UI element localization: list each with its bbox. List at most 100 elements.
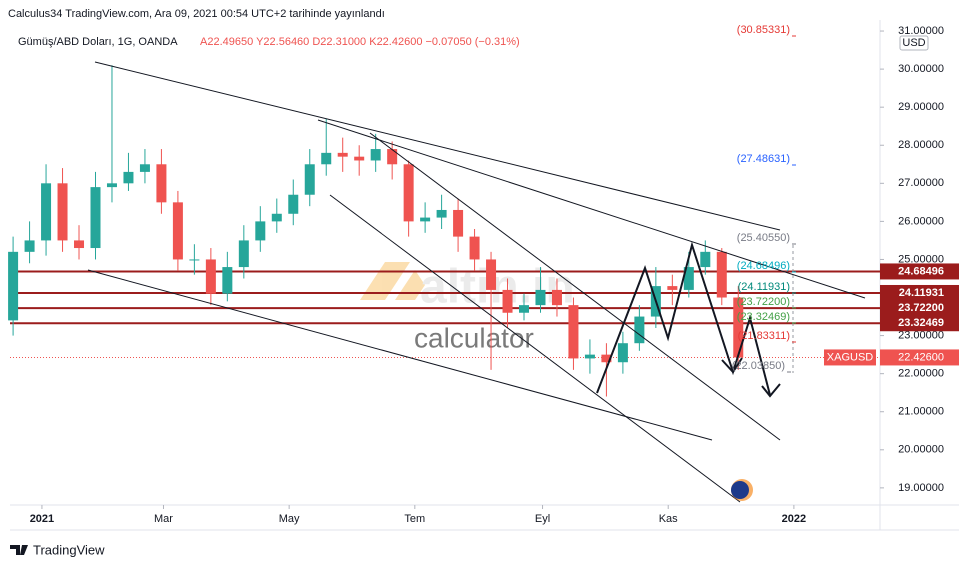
candle-body xyxy=(106,183,117,188)
x-tick-label: Kas xyxy=(659,513,678,525)
zigzag xyxy=(596,241,771,396)
symbol-label: XAGUSD xyxy=(827,351,874,363)
header: Calculus34 TradingView.com, Ara 09, 2021… xyxy=(8,8,385,20)
candle-body xyxy=(519,305,530,313)
candle-body xyxy=(634,316,645,344)
y-tick-label: 30.00000 xyxy=(898,63,944,75)
candle-body xyxy=(24,240,35,252)
candle-body xyxy=(716,251,727,298)
y-tick-label: 25.00000 xyxy=(898,253,944,265)
candle-body xyxy=(667,286,678,290)
candle-body xyxy=(584,354,595,359)
trend-line xyxy=(369,132,781,441)
y-tick-label: 29.00000 xyxy=(898,101,944,113)
level-label: 23.72200 xyxy=(898,302,944,314)
candle-body xyxy=(568,305,579,359)
y-tick-label: 19.00000 xyxy=(898,482,944,494)
candle-body xyxy=(617,343,628,363)
candle-body xyxy=(238,240,249,268)
candle-body xyxy=(139,164,150,172)
y-tick-label: 26.00000 xyxy=(898,215,944,227)
candle-body xyxy=(337,152,348,157)
level-tag xyxy=(880,263,959,280)
candle-body xyxy=(189,259,200,261)
level-tag xyxy=(880,300,959,317)
candle-body xyxy=(156,164,167,203)
ohlc: A22.49650 Y22.56460 D22.31000 K22.42600 … xyxy=(200,36,520,48)
watermark-sub: calculator xyxy=(414,322,534,353)
candle-body xyxy=(403,164,414,222)
candle-body xyxy=(90,187,101,249)
symbol-tag xyxy=(824,349,876,366)
x-tick-label: 2022 xyxy=(782,513,806,525)
fib-label: (23.72200) xyxy=(737,296,790,308)
level-label: 23.32469 xyxy=(898,317,944,329)
fib-label: (25.40550) xyxy=(737,232,790,244)
candle-body xyxy=(41,183,52,241)
y-tick-label: 28.00000 xyxy=(898,139,944,151)
candle-body xyxy=(8,251,19,321)
candle-body xyxy=(74,240,85,249)
trend-line xyxy=(329,194,741,503)
candle-body xyxy=(222,267,233,294)
watermark-logo xyxy=(360,262,425,300)
candle-body xyxy=(321,152,332,165)
level-tag xyxy=(880,284,959,301)
fib-label: (30.85331) xyxy=(737,24,790,36)
watermark: altin.in xyxy=(360,261,575,314)
candle-body xyxy=(354,156,365,161)
currency: USD xyxy=(902,37,925,49)
candle-body xyxy=(469,236,480,260)
fib-label: (24.11931) xyxy=(738,281,790,293)
candle-body xyxy=(733,297,744,358)
y-tick-label: 22.00000 xyxy=(898,368,944,380)
candle-body xyxy=(486,259,497,290)
y-tick-label: 21.00000 xyxy=(898,406,944,418)
y-tick-label: 27.00000 xyxy=(898,177,944,189)
x-tick-label: May xyxy=(279,513,300,525)
fib-label: (22.03850) xyxy=(732,360,785,372)
watermark-text: altin.in xyxy=(420,261,575,314)
last-price-tag xyxy=(880,349,959,366)
candle-body xyxy=(387,149,398,165)
tv-logo xyxy=(10,545,28,555)
candle-body xyxy=(535,289,546,306)
candle-body xyxy=(172,202,183,260)
candle-body xyxy=(123,171,134,184)
candle-body xyxy=(502,289,513,313)
arrow-head xyxy=(761,383,781,398)
trend-line xyxy=(87,269,713,441)
level-label: 24.68496 xyxy=(898,265,944,277)
candle-body xyxy=(370,149,381,161)
last-price-label: 22.42600 xyxy=(898,351,944,363)
candle-body xyxy=(205,259,216,294)
drawings xyxy=(87,61,866,503)
candle-body xyxy=(436,209,447,218)
x-tick-label: Eyl xyxy=(535,513,550,525)
candle-body xyxy=(304,164,315,195)
candle-body xyxy=(700,251,711,268)
y-tick-label: 20.00000 xyxy=(898,444,944,456)
fib-label: (24.68496) xyxy=(737,260,790,272)
candle-body xyxy=(601,354,612,363)
candle-body xyxy=(420,217,431,222)
candle-body xyxy=(288,194,299,214)
footer: TradingView xyxy=(33,542,105,557)
candle-body xyxy=(551,289,562,306)
trend-line xyxy=(317,119,866,299)
x-tick-label: Mar xyxy=(154,513,173,525)
fib-label: (21.83311) xyxy=(738,330,790,342)
candle-body xyxy=(453,209,464,237)
x-tick-label: Tem xyxy=(404,513,425,525)
currency-box xyxy=(899,35,929,51)
y-tick-label: 31.00000 xyxy=(898,25,944,37)
candle-body xyxy=(255,221,266,241)
arrow-head xyxy=(721,357,743,374)
y-tick-label: 23.00000 xyxy=(898,329,944,341)
events-icon xyxy=(731,481,749,499)
level-label: 24.11931 xyxy=(899,287,944,299)
candle-body xyxy=(57,183,68,241)
candle-body xyxy=(683,267,694,290)
fib-label: (27.48631) xyxy=(737,153,790,165)
